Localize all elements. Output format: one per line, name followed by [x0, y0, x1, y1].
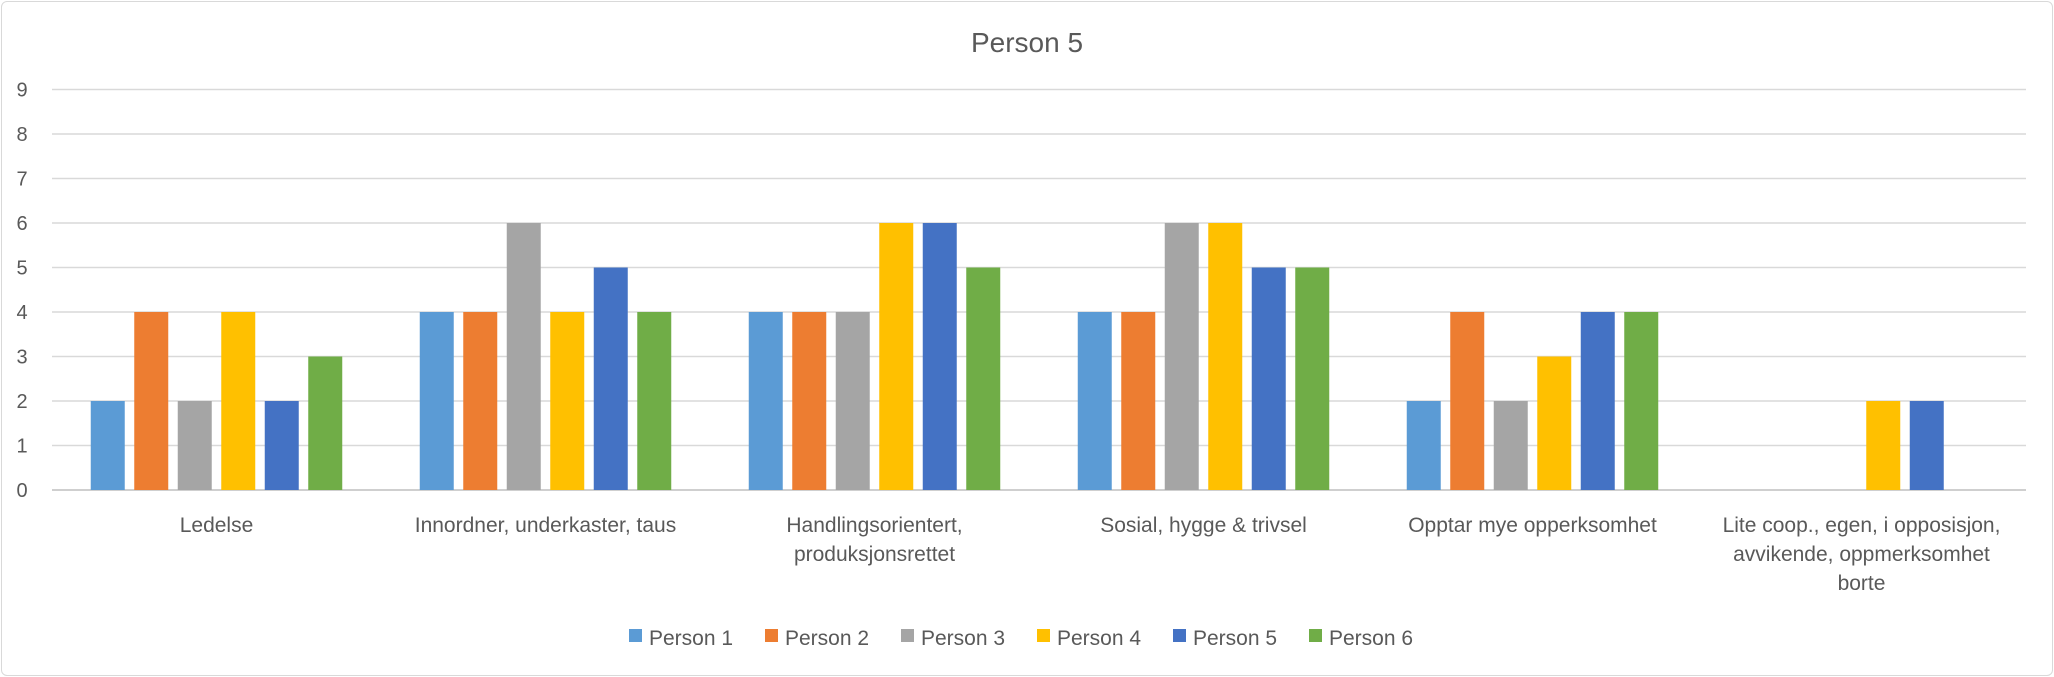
gridlines [52, 88, 2026, 491]
legend-swatch [901, 629, 914, 642]
bar-person-3 [506, 223, 541, 490]
category-label: Ledelse [180, 514, 254, 537]
y-tick-label: 9 [16, 80, 27, 102]
legend-label: Person 2 [785, 627, 869, 650]
legend-label: Person 1 [649, 627, 733, 650]
category-label: Handlingsorientert, produksjonsrettet [786, 514, 962, 566]
y-tick-label: 7 [16, 169, 27, 191]
bar-person-1 [748, 312, 783, 490]
bar-person-5 [593, 267, 628, 490]
bar-person-4 [1866, 401, 1901, 490]
y-axis-ticks: 0 1 2 3 4 5 6 7 8 9 [16, 80, 27, 503]
y-tick-label: 2 [16, 391, 27, 413]
bar-person-6 [1624, 312, 1659, 490]
bar-person-4 [550, 312, 585, 490]
category-label-line: borte [1838, 572, 1886, 595]
legend-label: Person 5 [1193, 627, 1277, 650]
category-label: Innordner, underkaster, taus [415, 514, 677, 537]
y-tick-label: 6 [16, 213, 27, 235]
category-label-line: produksjonsrettet [794, 543, 955, 566]
bar-person-1 [90, 401, 125, 490]
bar-person-5 [1909, 401, 1944, 490]
y-tick-label: 1 [16, 436, 27, 458]
bar-person-6 [1295, 267, 1330, 490]
bar-person-5 [264, 401, 299, 490]
legend-swatch [1309, 629, 1322, 642]
y-tick-label: 5 [16, 258, 27, 280]
category-label-line: Handlingsorientert, [786, 514, 962, 537]
legend-label: Person 3 [921, 627, 1005, 650]
bar-person-6 [637, 312, 672, 490]
bar-person-3 [835, 312, 870, 490]
legend-label: Person 6 [1329, 627, 1413, 650]
legend-swatch [1173, 629, 1186, 642]
category-label-line: Ledelse [180, 514, 254, 537]
bar-person-1 [1077, 312, 1112, 490]
category-label: Opptar mye opperksomhet [1408, 514, 1657, 537]
category-label: Sosial, hygge & trivsel [1100, 514, 1307, 537]
y-tick-label: 3 [16, 347, 27, 369]
bar-person-4 [1537, 356, 1572, 490]
category-label-line: Opptar mye opperksomhet [1408, 514, 1657, 537]
bar-person-6 [966, 267, 1001, 490]
legend-label: Person 4 [1057, 627, 1141, 650]
category-label: Lite coop., egen, i opposisjon, avvikende… [1723, 514, 2001, 595]
bar-person-5 [922, 223, 957, 490]
bar-person-5 [1251, 267, 1286, 490]
category-label-line: avvikende, oppmerksomhet [1733, 543, 1990, 566]
chart-title: Person 5 [971, 27, 1083, 58]
legend-swatch [629, 629, 642, 642]
bar-person-2 [134, 312, 169, 490]
bar-person-1 [1406, 401, 1441, 490]
legend-swatch [765, 629, 778, 642]
bar-person-2 [463, 312, 498, 490]
category-label-line: Sosial, hygge & trivsel [1100, 514, 1307, 537]
bar-person-2 [1450, 312, 1485, 490]
bar-person-6 [308, 356, 343, 490]
y-tick-label: 8 [16, 124, 27, 146]
bar-person-4 [1208, 223, 1243, 490]
legend-swatch [1037, 629, 1050, 642]
bar-person-5 [1580, 312, 1615, 490]
bar-person-4 [879, 223, 914, 490]
bars [90, 223, 1944, 490]
bar-person-3 [1164, 223, 1199, 490]
category-label-line: Innordner, underkaster, taus [415, 514, 677, 537]
y-tick-label: 4 [16, 302, 27, 324]
bar-person-2 [792, 312, 827, 490]
bar-person-2 [1121, 312, 1156, 490]
legend: Person 1 Person 2 Person 3 Person 4 Person 5… [629, 627, 1413, 650]
bar-person-4 [221, 312, 256, 490]
bar-person-3 [177, 401, 212, 490]
x-axis-labels: Ledelse Innordner, underkaster, taus Handl… [180, 514, 2001, 595]
category-label-line: Lite coop., egen, i opposisjon, [1723, 514, 2001, 537]
bar-person-3 [1493, 401, 1528, 490]
y-tick-label: 0 [16, 480, 27, 502]
bar-person-1 [419, 312, 454, 490]
